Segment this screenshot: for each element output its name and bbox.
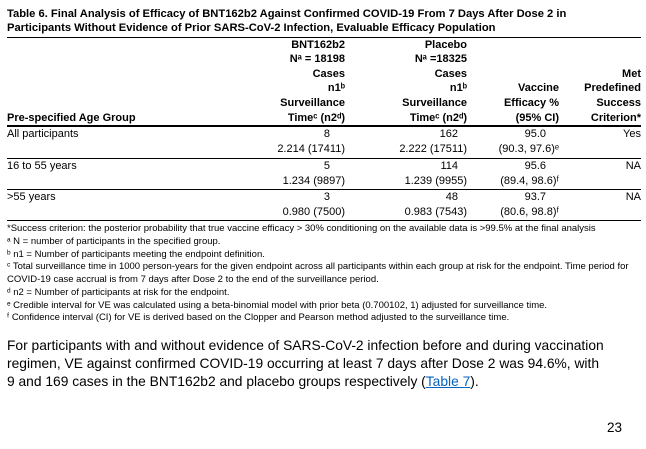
bnt-surveillance-value: 1.234 (9897)	[282, 174, 345, 187]
age-group-label: 16 to 55 years	[7, 159, 77, 172]
placebo-cases-value: 114	[440, 159, 458, 172]
ci-value: (90.3, 97.6)ᵉ	[498, 143, 559, 156]
column-header-bnt162b2: BNT162b2 Nᵃ = 18198 Cases n1ᵇ Surveillan…	[237, 37, 345, 128]
header-line: Nᵃ =18325	[414, 53, 467, 66]
bnt-cases-value: 5	[323, 159, 330, 172]
criterion-cell: NA	[559, 189, 641, 222]
paragraph-text: For participants with and without eviden…	[7, 338, 604, 389]
age-group-label: >55 years	[7, 190, 56, 203]
bnt162b2-cell: 8 2.214 (17411)	[237, 126, 345, 159]
table-header: Pre-specified Age Group BNT162b2 Nᵃ = 18…	[7, 37, 641, 128]
header-row: Pre-specified Age Group BNT162b2 Nᵃ = 18…	[7, 37, 641, 128]
vaccine-efficacy-cell: 95.6 (89.4, 98.6)ᶠ	[467, 158, 559, 190]
column-header-placebo: Placebo Nᵃ =18325 Cases n1ᵇ Surveillance…	[345, 37, 467, 128]
footnote-f: ᶠ Confidence interval (CI) for VE is der…	[7, 312, 510, 324]
ci-value: (89.4, 98.6)ᶠ	[500, 174, 559, 187]
bnt-surveillance-value: 2.214 (17411)	[277, 143, 345, 156]
header-line: Timeᶜ (n2ᵈ)	[287, 111, 345, 124]
ve-value: 95.6	[524, 159, 546, 172]
ve-value: 93.7	[524, 190, 546, 203]
header-line: Vaccine	[518, 82, 559, 95]
table-row-over-55: >55 years 3 0.980 (7500) 48 0.983 (7543)…	[7, 189, 641, 222]
bnt-cases-value: 8	[323, 128, 330, 141]
efficacy-table: Pre-specified Age Group BNT162b2 Nᵃ = 18…	[7, 36, 641, 222]
header-line: Efficacy %	[503, 96, 559, 109]
placebo-cases-value: 162	[439, 128, 458, 141]
footnote-success-criterion: *Success criterion: the posterior probab…	[7, 223, 596, 235]
paragraph-text-after: ).	[470, 373, 479, 389]
criterion-value: NA	[625, 159, 641, 172]
ve-value: 95.0	[524, 128, 546, 141]
column-header-vaccine-efficacy: Vaccine Efficacy % (95% CI)	[467, 37, 559, 128]
header-line: n1ᵇ	[449, 82, 467, 95]
bnt-surveillance-value: 0.980 (7500)	[282, 206, 345, 219]
placebo-surveillance-value: 1.239 (9955)	[404, 174, 467, 187]
column-header-age-group: Pre-specified Age Group	[7, 37, 237, 128]
footnote-c: ᶜ Total surveillance time in 1000 person…	[7, 261, 629, 286]
criterion-value: NA	[625, 190, 641, 203]
bnt162b2-cell: 5 1.234 (9897)	[237, 158, 345, 190]
criterion-cell: Yes	[559, 126, 641, 159]
header-line: Surveillance	[280, 96, 345, 109]
header-line: Cases	[312, 67, 345, 80]
footnote-e: ᵉ Credible interval for VE was calculate…	[7, 299, 548, 311]
age-group-label: All participants	[7, 128, 79, 141]
bnt-cases-value: 3	[323, 190, 330, 203]
age-group-cell: All participants	[7, 126, 237, 159]
ci-value: (80.6, 98.8)ᶠ	[500, 206, 559, 219]
vaccine-efficacy-cell: 93.7 (80.6, 98.8)ᶠ	[467, 189, 559, 222]
footnote-b: ᵇ n1 = Number of participants meeting th…	[7, 248, 265, 260]
header-line: Surveillance	[402, 96, 467, 109]
placebo-cell: 48 0.983 (7543)	[345, 189, 467, 222]
table-row-all-participants: All participants 8 2.214 (17411) 162 2.2…	[7, 126, 641, 159]
page-number: 23	[606, 420, 622, 435]
header-line: Nᵃ = 18198	[289, 53, 345, 66]
table-title: Table 6. Final Analysis of Efficacy of B…	[7, 8, 567, 34]
footnote-a: ᵃ N = number of participants in the spec…	[7, 236, 221, 248]
criterion-cell: NA	[559, 158, 641, 190]
header-line: BNT162b2	[291, 38, 345, 51]
placebo-surveillance-value: 0.983 (7543)	[404, 206, 467, 219]
vaccine-efficacy-cell: 95.0 (90.3, 97.6)ᵉ	[467, 126, 559, 159]
header-line: Criterion*	[590, 111, 641, 124]
placebo-cell: 114 1.239 (9955)	[345, 158, 467, 190]
placebo-surveillance-value: 2.222 (17511)	[399, 143, 467, 156]
placebo-cases-value: 48	[445, 190, 458, 203]
header-line: Predefined	[584, 82, 641, 95]
footnotes: *Success criterion: the posterior probab…	[7, 223, 643, 325]
header-line: Timeᶜ (n2ᵈ)	[409, 111, 467, 124]
header-line: n1ᵇ	[327, 82, 345, 95]
footnote-d: ᵈ n2 = Number of participants at risk fo…	[7, 286, 230, 298]
header-line: Success	[596, 96, 641, 109]
table-row-16-to-55: 16 to 55 years 5 1.234 (9897) 114 1.239 …	[7, 158, 641, 190]
table7-link[interactable]: Table 7	[425, 373, 471, 389]
header-line: (95% CI)	[515, 111, 559, 124]
header-line: Cases	[434, 67, 467, 80]
header-line: Met	[622, 67, 641, 80]
header-age-group-label: Pre-specified Age Group	[7, 111, 136, 124]
table-body: All participants 8 2.214 (17411) 162 2.2…	[7, 126, 641, 222]
placebo-cell: 162 2.222 (17511)	[345, 126, 467, 159]
column-header-success-criterion: Met Predefined Success Criterion*	[559, 37, 641, 128]
age-group-cell: 16 to 55 years	[7, 158, 237, 190]
criterion-value: Yes	[623, 128, 641, 141]
bnt162b2-cell: 3 0.980 (7500)	[237, 189, 345, 222]
age-group-cell: >55 years	[7, 189, 237, 222]
body-paragraph: For participants with and without eviden…	[7, 337, 609, 390]
header-line: Placebo	[424, 38, 467, 51]
